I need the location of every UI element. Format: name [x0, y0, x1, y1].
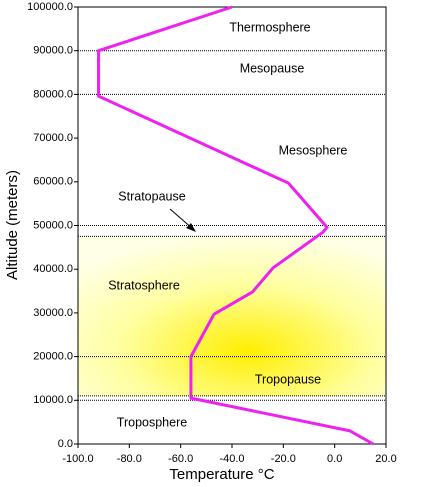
y-tick-label: 100000.0 [27, 1, 73, 13]
layer-label: Mesosphere [279, 143, 348, 157]
y-tick-label: 80000.0 [33, 88, 73, 100]
x-axis-title: Temperature °C [169, 466, 274, 483]
stratosphere-band [78, 236, 386, 396]
layer-label: Tropopause [255, 372, 321, 386]
x-tick-label: 0.0 [327, 453, 342, 465]
y-tick-label: 20000.0 [33, 351, 73, 363]
x-tick-label: -80.0 [117, 453, 142, 465]
y-tick-label: 50000.0 [33, 219, 73, 231]
layer-label: Stratosphere [108, 278, 180, 292]
layer-label: Thermosphere [229, 20, 310, 34]
layer-label: Stratopause [118, 189, 185, 203]
x-tick-label: -20.0 [271, 453, 296, 465]
y-tick-label: 60000.0 [33, 176, 73, 188]
y-tick-label: 10000.0 [33, 394, 73, 406]
temperature-line [97, 5, 374, 446]
y-tick-label: 40000.0 [33, 263, 73, 275]
y-tick-label: 30000.0 [33, 307, 73, 319]
x-tick-label: -100.0 [62, 453, 93, 465]
x-tick-label: 20.0 [375, 453, 396, 465]
y-tick-label: 0.0 [58, 438, 73, 450]
y-tick-label: 70000.0 [33, 132, 73, 144]
arrow-head [186, 223, 196, 232]
x-tick-label: -40.0 [219, 453, 244, 465]
layer-label: Mesopause [240, 61, 305, 75]
layer-label: Troposphere [117, 415, 187, 429]
x-tick-label: -60.0 [168, 453, 193, 465]
y-axis-title: Altitude (meters) [4, 170, 21, 280]
y-tick-label: 90000.0 [33, 45, 73, 57]
